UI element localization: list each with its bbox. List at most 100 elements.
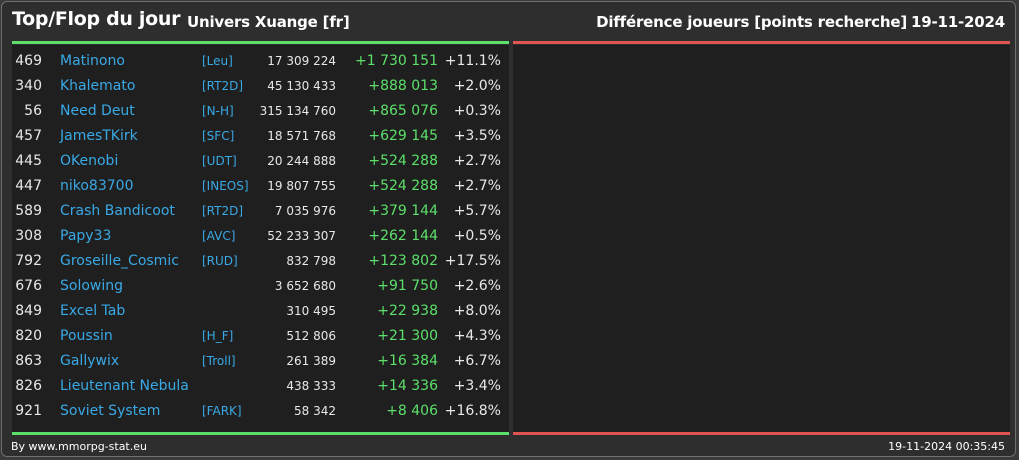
player-rank: 56 [24, 103, 42, 119]
percent-change: +16.8% [444, 403, 501, 419]
percent-change: +2.7% [453, 178, 501, 194]
footer-timestamp: 19-11-2024 00:35:45 [888, 440, 1005, 453]
player-points: 20 244 888 [267, 154, 336, 168]
player-name-link[interactable]: Poussin [60, 328, 113, 344]
points-difference: +888 013 [368, 78, 438, 94]
percent-change: +11.1% [444, 53, 501, 69]
alliance-tag-link[interactable]: [RT2D] [202, 204, 244, 218]
player-rank: 792 [15, 253, 42, 269]
player-points: 261 389 [286, 354, 336, 368]
flop-panel-bottom-line [513, 432, 1010, 435]
alliance-tag-link[interactable]: [SFC] [202, 129, 235, 143]
player-rank: 457 [15, 128, 42, 144]
alliance-tag-link[interactable]: [FARK] [202, 404, 242, 418]
player-rank: 849 [15, 303, 42, 319]
alliance-tag-link[interactable]: [RUD] [202, 254, 238, 268]
header-date: 19-11-2024 [911, 13, 1005, 31]
player-rank: 589 [15, 203, 42, 219]
percent-change: +5.7% [453, 203, 501, 219]
player-name-link[interactable]: Khalemato [60, 78, 136, 94]
top-players-panel: 469 Matinono [Leu] 17 309 224 +1 730 151 +11.… [12, 45, 509, 432]
player-name-link[interactable]: Crash Bandicoot [60, 203, 175, 219]
percent-change: +3.5% [453, 128, 501, 144]
points-difference: +629 145 [368, 128, 438, 144]
player-points: 17 309 224 [267, 54, 336, 68]
flop-players-panel [513, 45, 1010, 432]
table-row: 676 Solowing 3 652 680 +91 750 +2.6% [12, 274, 509, 299]
player-points: 315 134 760 [259, 104, 336, 118]
player-name-link[interactable]: Papy33 [60, 228, 112, 244]
table-row: 447 niko83700 [INEOS] 19 807 755 +524 288 +2.… [12, 174, 509, 199]
points-difference: +14 336 [377, 378, 438, 394]
player-points: 19 807 755 [267, 179, 336, 193]
player-name-link[interactable]: Lieutenant Nebula [60, 378, 189, 394]
player-points: 58 342 [294, 404, 336, 418]
alliance-tag-link[interactable]: [H_F] [202, 329, 234, 343]
table-row: 340 Khalemato [RT2D] 45 130 433 +888 013 +2.0… [12, 74, 509, 99]
table-row: 849 Excel Tab 310 495 +22 938 +8.0% [12, 299, 509, 324]
player-rank: 469 [15, 53, 42, 69]
universe-subtitle: Univers Xuange [fr] [187, 13, 350, 31]
points-difference: +379 144 [368, 203, 438, 219]
alliance-tag-link[interactable]: [Troll] [202, 354, 236, 368]
points-difference: +16 384 [377, 353, 438, 369]
player-name-link[interactable]: JamesTKirk [60, 128, 138, 144]
percent-change: +0.5% [453, 228, 501, 244]
player-points: 832 798 [286, 254, 336, 268]
table-row: 921 Soviet System [FARK] 58 342 +8 406 +16.8% [12, 399, 509, 424]
difference-title: Différence joueurs [points recherche] [596, 13, 907, 31]
player-rank: 921 [15, 403, 42, 419]
player-points: 18 571 768 [267, 129, 336, 143]
percent-change: +4.3% [453, 328, 501, 344]
player-points: 3 652 680 [274, 279, 336, 293]
percent-change: +6.7% [453, 353, 501, 369]
table-row: 820 Poussin [H_F] 512 806 +21 300 +4.3% [12, 324, 509, 349]
player-rank: 863 [15, 353, 42, 369]
points-difference: +524 288 [368, 178, 438, 194]
player-name-link[interactable]: Excel Tab [60, 303, 126, 319]
player-name-link[interactable]: Matinono [60, 53, 125, 69]
points-difference: +21 300 [377, 328, 438, 344]
player-points: 438 333 [286, 379, 336, 393]
player-points: 45 130 433 [267, 79, 336, 93]
alliance-tag-link[interactable]: [UDT] [202, 154, 237, 168]
points-difference: +8 406 [386, 403, 438, 419]
player-rank: 445 [15, 153, 42, 169]
points-difference: +865 076 [368, 103, 438, 119]
player-name-link[interactable]: niko83700 [60, 178, 134, 194]
table-row: 863 Gallywix [Troll] 261 389 +16 384 +6.7% [12, 349, 509, 374]
alliance-tag-link[interactable]: [Leu] [202, 54, 233, 68]
table-row: 792 Groseille_Cosmic [RUD] 832 798 +123 802 +… [12, 249, 509, 274]
percent-change: +17.5% [444, 253, 501, 269]
top-panel-bottom-line [12, 432, 509, 435]
player-rank: 826 [15, 378, 42, 394]
player-rank: 820 [15, 328, 42, 344]
alliance-tag-link[interactable]: [AVC] [202, 229, 236, 243]
percent-change: +3.4% [453, 378, 501, 394]
top-panel-top-line [12, 41, 509, 44]
points-difference: +262 144 [368, 228, 438, 244]
player-rank: 447 [15, 178, 42, 194]
points-difference: +91 750 [377, 278, 438, 294]
player-points: 310 495 [286, 304, 336, 318]
alliance-tag-link[interactable]: [RT2D] [202, 79, 244, 93]
percent-change: +2.6% [453, 278, 501, 294]
player-name-link[interactable]: OKenobi [60, 153, 119, 169]
player-name-link[interactable]: Groseille_Cosmic [60, 253, 179, 269]
percent-change: +2.0% [453, 78, 501, 94]
percent-change: +2.7% [453, 153, 501, 169]
percent-change: +0.3% [453, 103, 501, 119]
player-name-link[interactable]: Gallywix [60, 353, 120, 369]
table-row: 826 Lieutenant Nebula 438 333 +14 336 +3.4% [12, 374, 509, 399]
points-difference: +22 938 [377, 303, 438, 319]
flop-panel-top-line [513, 41, 1010, 44]
header: Top/Flop du jour Univers Xuange [fr] Dif… [2, 2, 1015, 42]
points-difference: +123 802 [368, 253, 438, 269]
player-rank: 340 [15, 78, 42, 94]
alliance-tag-link[interactable]: [INEOS] [202, 179, 249, 193]
alliance-tag-link[interactable]: [N-H] [202, 104, 234, 118]
player-name-link[interactable]: Soviet System [60, 403, 161, 419]
player-name-link[interactable]: Solowing [60, 278, 124, 294]
player-name-link[interactable]: Need Deut [60, 103, 135, 119]
